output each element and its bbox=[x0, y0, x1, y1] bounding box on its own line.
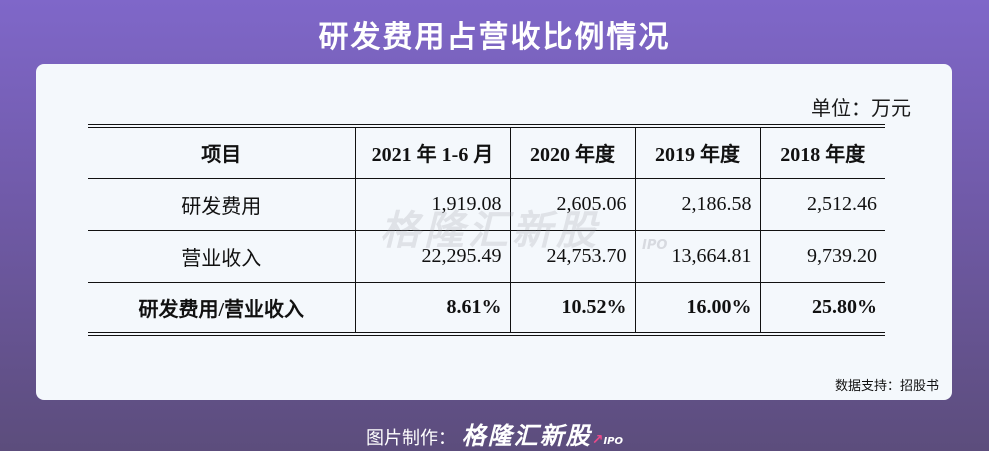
row-label: 研发费用/营业收入 bbox=[138, 298, 305, 321]
watermark-sub: IPO bbox=[642, 238, 668, 253]
table-cell: 2,186.58 bbox=[634, 178, 760, 231]
unit-label: 单位：万元 bbox=[811, 96, 911, 120]
table-cell: 10.52% bbox=[509, 282, 635, 334]
table-cell: 2,605.06 bbox=[509, 178, 635, 231]
table-cell: 1,919.08 bbox=[354, 178, 510, 231]
header-2018: 2018 年度 bbox=[759, 126, 885, 179]
table-cell: 24,753.70 bbox=[509, 230, 635, 283]
row-label: 研发费用 bbox=[88, 178, 355, 231]
table-row: 研发费用 1,919.08 2,605.06 2,186.58 2,512.46 bbox=[88, 178, 885, 231]
table-cell: 8.61% bbox=[354, 282, 510, 334]
page-title: 研发费用占营收比例情况 bbox=[318, 20, 671, 55]
table-cell: 16.00% bbox=[634, 282, 760, 334]
table-cell: 22,295.49 bbox=[354, 230, 510, 283]
row-label: 营业收入 bbox=[88, 230, 355, 283]
footer-prefix: 图片制作： bbox=[365, 428, 456, 449]
header-2019: 2019 年度 bbox=[634, 126, 760, 179]
table-cell: 13,664.81 bbox=[634, 230, 760, 283]
data-table: 项目 2021 年 1-6 月 2020 年度 2019 年度 2018 年度 … bbox=[88, 124, 885, 336]
brand-sub: IPO bbox=[603, 436, 624, 447]
table-row: 营业收入 22,295.49 24,753.70 13,664.81 9,739… bbox=[88, 230, 885, 283]
footer-credit: 图片制作： 格隆汇新股↗IPO bbox=[0, 416, 989, 451]
source-note: 数据支持：招股书 bbox=[834, 379, 939, 394]
table-header-row: 项目 2021 年 1-6 月 2020 年度 2019 年度 2018 年度 bbox=[88, 126, 885, 179]
header-2020: 2020 年度 bbox=[509, 126, 635, 179]
header-item: 项目 bbox=[88, 126, 355, 179]
brand-logo: 格隆汇新股 bbox=[461, 422, 592, 450]
arrow-icon: ↗ bbox=[591, 432, 604, 448]
table-cell: 25.80% bbox=[759, 282, 885, 334]
header-2021h1: 2021 年 1-6 月 bbox=[354, 126, 510, 179]
table-row: 研发费用/营业收入 8.61% 10.52% 16.00% 25.80% bbox=[88, 282, 885, 334]
table-cell: 2,512.46 bbox=[759, 178, 885, 231]
table-cell: 9,739.20 bbox=[759, 230, 885, 283]
